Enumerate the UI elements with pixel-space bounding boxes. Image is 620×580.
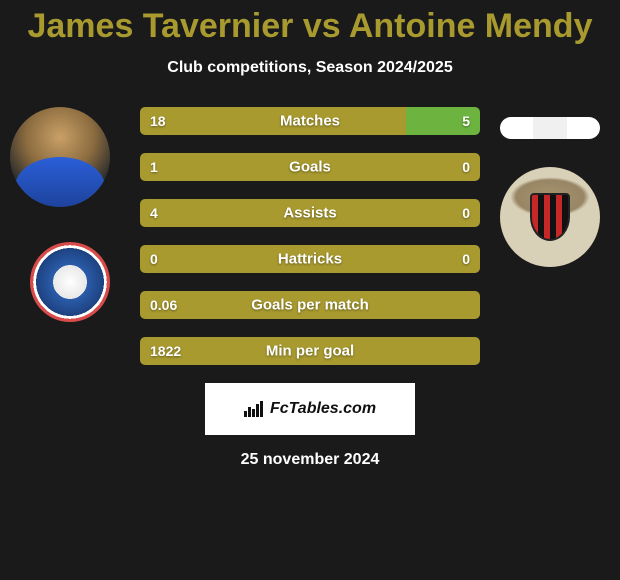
stat-bar-row: Assists4 0: [140, 199, 480, 227]
player2-flag: [500, 117, 600, 139]
flag-stripe: [533, 117, 566, 139]
date-text: 25 november 2024: [0, 451, 620, 469]
stat-bar-label: Min per goal: [140, 343, 480, 360]
stat-bar-label: Goals: [140, 159, 480, 176]
stat-value-left: 0.06: [150, 297, 177, 313]
player2-club-badge: [500, 167, 600, 267]
stat-value-right: 0: [462, 205, 470, 221]
vs-text: vs: [303, 7, 341, 45]
stat-bar-label: Matches: [140, 113, 480, 130]
stat-bar-label: Hattricks: [140, 251, 480, 268]
stat-value-left: 0: [150, 251, 158, 267]
club-shield-icon: [530, 193, 570, 241]
attribution-badge: FcTables.com: [205, 383, 415, 435]
stat-bar-row: Min per goal1822: [140, 337, 480, 365]
stat-value-right: 5: [462, 113, 470, 129]
stat-value-right: 0: [462, 159, 470, 175]
chart-icon: [244, 401, 264, 417]
flag-stripe: [500, 117, 533, 139]
attribution-text: FcTables.com: [270, 400, 376, 418]
stat-value-left: 18: [150, 113, 166, 129]
stat-bars: Matches185Goals10Assists40Hattricks00Goa…: [140, 107, 480, 365]
player1-name: James Tavernier: [27, 7, 293, 45]
stat-value-left: 4: [150, 205, 158, 221]
stat-bar-label: Assists: [140, 205, 480, 222]
player2-name: Antoine Mendy: [349, 7, 593, 45]
stat-value-left: 1822: [150, 343, 181, 359]
stat-value-right: 0: [462, 251, 470, 267]
player1-club-badge: [30, 242, 110, 322]
flag-stripe: [567, 117, 600, 139]
stat-bar-label: Goals per match: [140, 297, 480, 314]
player1-photo: [10, 107, 110, 207]
stat-bar-row: Goals1 0: [140, 153, 480, 181]
stat-bar-row: Matches18 5: [140, 107, 480, 135]
comparison-content: Matches185Goals10Assists40Hattricks00Goa…: [0, 107, 620, 365]
stat-value-left: 1: [150, 159, 158, 175]
stat-bar-row: Goals per match0.06: [140, 291, 480, 319]
subtitle: Club competitions, Season 2024/2025: [0, 59, 620, 77]
stat-bar-row: Hattricks0 0: [140, 245, 480, 273]
comparison-title: James Tavernier vs Antoine Mendy: [0, 0, 620, 45]
